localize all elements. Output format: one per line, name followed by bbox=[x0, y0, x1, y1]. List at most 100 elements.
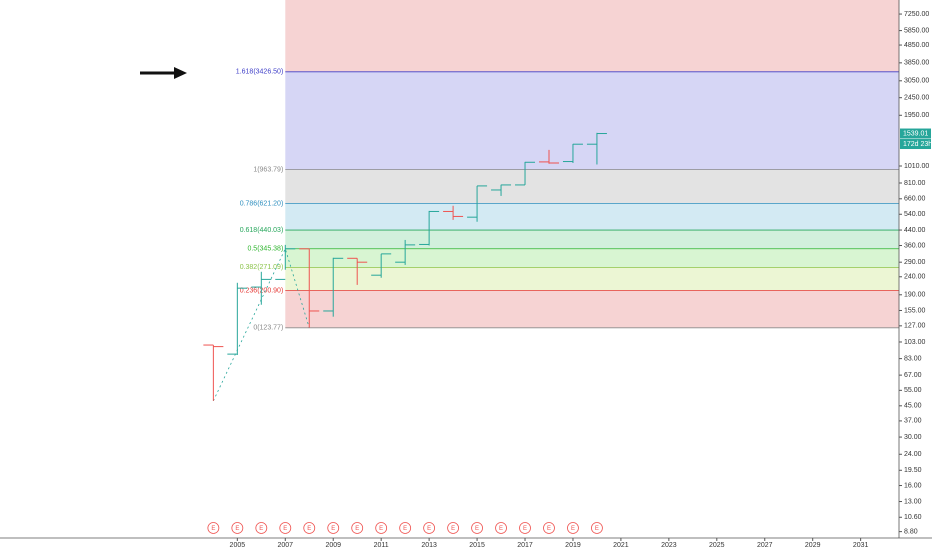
event-label: E bbox=[211, 526, 215, 532]
x-tick-label: 2007 bbox=[277, 542, 293, 549]
x-tick-label: 2021 bbox=[613, 542, 629, 549]
last-price-box bbox=[900, 128, 931, 139]
y-tick-label: 2450.00 bbox=[904, 95, 929, 102]
event-marker bbox=[279, 522, 292, 534]
event-marker bbox=[543, 522, 555, 534]
x-tick-label: 2013 bbox=[421, 542, 437, 549]
fib-label: 0.5(345.38) bbox=[247, 246, 283, 253]
event-label: E bbox=[547, 526, 551, 532]
x-tick-label: 2005 bbox=[230, 542, 246, 549]
x-tick-label: 2031 bbox=[853, 542, 869, 549]
x-tick-label: 2015 bbox=[469, 542, 485, 549]
event-marker bbox=[447, 522, 459, 534]
y-tick-label: 290.00 bbox=[904, 259, 926, 266]
event-marker bbox=[423, 522, 436, 534]
event-label: E bbox=[475, 526, 479, 532]
event-label: E bbox=[307, 526, 311, 532]
y-tick-label: 240.00 bbox=[904, 274, 926, 281]
event-label: E bbox=[379, 526, 383, 532]
event-marker bbox=[303, 522, 316, 534]
countdown-box bbox=[900, 139, 931, 150]
y-tick-label: 127.00 bbox=[904, 323, 926, 330]
event-marker bbox=[495, 522, 507, 534]
fib-band bbox=[285, 169, 899, 204]
y-tick-label: 67.00 bbox=[904, 372, 922, 379]
y-tick-label: 5850.00 bbox=[904, 27, 929, 34]
y-tick-label: 30.00 bbox=[904, 434, 922, 441]
y-tick-label: 3850.00 bbox=[904, 60, 929, 67]
event-marker bbox=[519, 522, 531, 534]
event-marker bbox=[591, 522, 603, 534]
event-label: E bbox=[523, 526, 527, 532]
event-marker bbox=[471, 522, 483, 534]
event-label: E bbox=[571, 526, 575, 532]
y-tick-label: 7250.00 bbox=[904, 11, 929, 18]
y-tick-label: 155.00 bbox=[904, 307, 926, 314]
fib-label: 0.786(621.20) bbox=[240, 200, 284, 207]
fib-band bbox=[285, 230, 899, 249]
event-marker bbox=[567, 522, 579, 534]
y-tick-label: 16.00 bbox=[904, 482, 922, 489]
x-tick-label: 2019 bbox=[565, 542, 581, 549]
x-tick-label: 2017 bbox=[517, 542, 533, 549]
y-tick-label: 810.00 bbox=[904, 180, 926, 187]
fib-label: 0(123.77) bbox=[253, 325, 283, 332]
event-marker bbox=[255, 522, 268, 534]
x-tick-label: 2009 bbox=[325, 542, 341, 549]
event-label: E bbox=[451, 526, 455, 532]
x-tick-label: 2025 bbox=[709, 542, 725, 549]
fib-band bbox=[285, 248, 899, 268]
fib-label: 1(963.79) bbox=[253, 166, 283, 173]
y-tick-label: 10.60 bbox=[904, 514, 922, 521]
event-label: E bbox=[427, 526, 431, 532]
event-marker bbox=[399, 522, 412, 534]
y-tick-label: 440.00 bbox=[904, 227, 926, 234]
event-marker bbox=[375, 522, 388, 534]
y-tick-label: 45.00 bbox=[904, 403, 922, 410]
y-tick-label: 1950.00 bbox=[904, 112, 929, 119]
fib-band bbox=[285, 71, 899, 170]
y-tick-label: 13.00 bbox=[904, 498, 922, 505]
event-marker bbox=[231, 522, 244, 534]
fib-label: 0.382(271.09) bbox=[240, 264, 284, 271]
x-tick-label: 2011 bbox=[374, 542, 389, 549]
x-tick-label: 2027 bbox=[757, 542, 773, 549]
y-tick-label: 660.00 bbox=[904, 196, 926, 203]
y-tick-label: 103.00 bbox=[904, 339, 926, 346]
x-tick-label: 2023 bbox=[661, 542, 677, 549]
y-tick-label: 360.00 bbox=[904, 242, 926, 249]
event-label: E bbox=[283, 526, 287, 532]
y-tick-label: 190.00 bbox=[904, 292, 926, 299]
y-tick-label: 4850.00 bbox=[904, 42, 929, 49]
event-marker bbox=[327, 522, 340, 534]
x-tick-label: 2029 bbox=[805, 542, 821, 549]
y-tick-label: 1010.00 bbox=[904, 163, 929, 170]
y-tick-label: 19.50 bbox=[904, 467, 922, 474]
y-tick-label: 83.00 bbox=[904, 355, 922, 362]
event-label: E bbox=[499, 526, 503, 532]
y-tick-label: 8.80 bbox=[904, 528, 918, 535]
fib-label: 1.618(3426.50) bbox=[236, 69, 283, 76]
event-marker bbox=[351, 522, 364, 534]
countdown-label: 172d 23h bbox=[903, 141, 932, 148]
y-tick-label: 37.00 bbox=[904, 418, 922, 425]
event-label: E bbox=[331, 526, 335, 532]
event-label: E bbox=[403, 526, 407, 532]
y-tick-label: 540.00 bbox=[904, 211, 926, 218]
arrow bbox=[140, 67, 187, 79]
fib-band bbox=[285, 267, 899, 291]
fib-band bbox=[285, 0, 899, 72]
event-label: E bbox=[595, 526, 599, 532]
last-price-label: 1539.01 bbox=[903, 130, 928, 137]
fib-band bbox=[285, 290, 899, 328]
y-tick-label: 3050.00 bbox=[904, 78, 929, 85]
event-label: E bbox=[259, 526, 263, 532]
event-label: E bbox=[355, 526, 359, 532]
y-tick-label: 24.00 bbox=[904, 451, 922, 458]
event-label: E bbox=[235, 526, 239, 532]
fib-band bbox=[285, 203, 899, 231]
y-tick-label: 55.00 bbox=[904, 387, 922, 394]
event-marker bbox=[207, 522, 220, 534]
fib-label: 0.618(440.03) bbox=[240, 227, 284, 234]
